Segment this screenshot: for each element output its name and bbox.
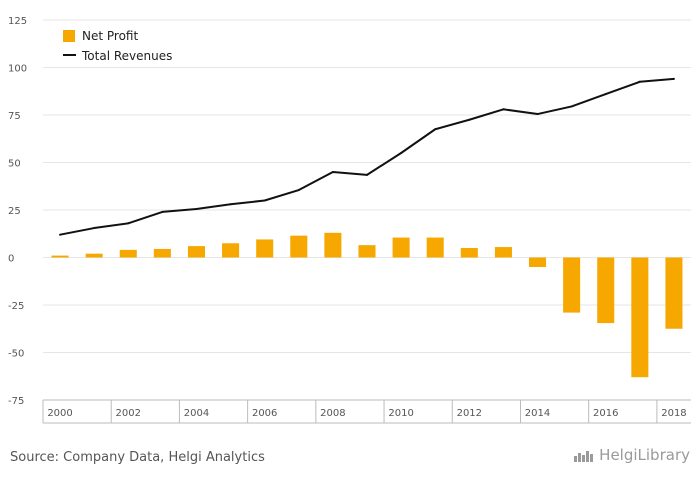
grid-layer <box>43 19 691 401</box>
bar-net-profit <box>290 235 308 258</box>
bar-layer <box>51 232 683 378</box>
y-tick-label: 0 <box>8 254 14 265</box>
bar-net-profit <box>563 257 581 313</box>
y-tick-label: 50 <box>8 159 21 170</box>
library-icon <box>574 451 594 462</box>
line-point-total-revenues <box>570 105 573 108</box>
bar-net-profit <box>392 237 410 258</box>
source-note: Source: Company Data, Helgi Analytics <box>10 450 265 465</box>
x-tick-label: 2006 <box>252 408 277 419</box>
line-point-total-revenues <box>672 77 675 80</box>
legend-label-total-revenues: Total Revenues <box>81 49 172 63</box>
bar-net-profit <box>631 257 649 378</box>
y-tick-label: -75 <box>8 396 24 407</box>
legend-label-net-profit: Net Profit <box>82 29 138 43</box>
x-tick-label: 2008 <box>320 408 345 419</box>
line-point-total-revenues <box>127 222 130 225</box>
bar-net-profit <box>324 232 342 258</box>
bar-net-profit <box>187 246 205 258</box>
bar-net-profit <box>256 239 274 258</box>
bar-net-profit <box>665 257 683 329</box>
x-tick-label: 2002 <box>116 408 141 419</box>
line-point-total-revenues <box>502 108 505 111</box>
line-point-total-revenues <box>604 93 607 96</box>
x-tick-label: 2000 <box>47 408 72 419</box>
line-point-total-revenues <box>366 173 368 176</box>
line-point-total-revenues <box>638 80 641 83</box>
bar-net-profit <box>119 249 137 258</box>
x-tick-label: 2016 <box>593 408 618 419</box>
bar-net-profit <box>529 257 547 267</box>
brand-logo: HelgiLibrary <box>573 446 690 464</box>
line-point-total-revenues <box>400 152 403 154</box>
line-point-total-revenues <box>331 171 334 173</box>
line-point-total-revenues <box>59 233 62 236</box>
y-tick-label: -25 <box>8 301 24 312</box>
legend-swatch-net-profit <box>63 30 75 42</box>
line-point-total-revenues <box>434 128 437 131</box>
line-point-total-revenues <box>468 118 471 121</box>
bar-net-profit <box>460 248 478 258</box>
line-point-total-revenues <box>229 203 232 206</box>
line-total-revenues <box>59 77 675 236</box>
bar-net-profit <box>51 255 69 258</box>
y-tick-label: 100 <box>8 64 27 75</box>
bar-net-profit <box>494 247 512 258</box>
x-tick-label: 2010 <box>388 408 413 419</box>
bar-net-profit <box>597 257 615 324</box>
bar-net-profit <box>153 248 171 258</box>
x-tick-label: 2014 <box>525 408 550 419</box>
bar-net-profit <box>222 243 240 258</box>
bar-net-profit <box>426 237 444 258</box>
axis-layer: 125 100 75 50 25 0 -25 -50 -75 2000 2002 2004 2006 20… <box>8 16 691 424</box>
x-tick-label: 2012 <box>457 408 482 419</box>
line-point-total-revenues <box>195 208 198 211</box>
chart-svg: 125 100 75 50 25 0 -25 -50 -75 2000 2002 2004 2006 20… <box>8 16 691 424</box>
bar-net-profit <box>358 245 376 258</box>
line-point-total-revenues <box>161 210 164 213</box>
line-point-total-revenues <box>297 189 300 192</box>
y-tick-label: 25 <box>8 206 21 217</box>
legend: Net Profit Total Revenues <box>63 29 172 63</box>
line-layer <box>59 77 675 236</box>
y-tick-label: 75 <box>8 111 21 122</box>
line-point-total-revenues <box>536 113 539 116</box>
y-tick-label: -50 <box>8 349 24 360</box>
bar-net-profit <box>85 253 103 258</box>
line-point-total-revenues <box>263 199 266 202</box>
x-tick-label: 2018 <box>661 408 686 419</box>
y-tick-label: 125 <box>8 16 27 27</box>
brand-name: HelgiLibrary <box>599 446 690 464</box>
line-point-total-revenues <box>93 227 96 230</box>
x-tick-label: 2004 <box>184 408 209 419</box>
